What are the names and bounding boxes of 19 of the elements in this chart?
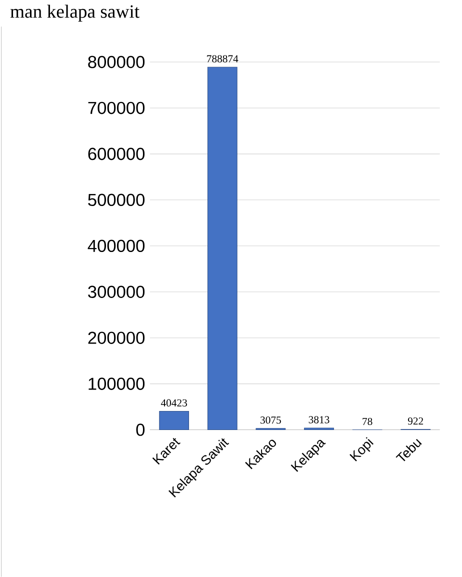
y-tick-label: 200000 (88, 332, 145, 344)
x-tick-label: Tebu (396, 438, 422, 462)
data-label: 3075 (260, 416, 282, 424)
y-tick-label: 800000 (88, 56, 145, 68)
bar (208, 66, 238, 430)
y-tick-label: 500000 (88, 194, 145, 206)
data-label: 3813 (308, 416, 330, 424)
y-tick-label: 300000 (88, 286, 145, 298)
chart-title: man kelapa sawit (10, 4, 140, 22)
bar (159, 410, 190, 430)
data-label: 78 (362, 418, 372, 426)
data-label: 788874 (207, 55, 238, 62)
y-tick-label: 700000 (88, 102, 145, 114)
y-tick-label: 0 (136, 424, 145, 436)
y-tick-label: 100000 (88, 378, 145, 390)
data-label: 922 (408, 417, 424, 425)
y-tick-label: 400000 (88, 240, 145, 252)
y-tick-label: 600000 (88, 148, 145, 160)
data-label: 40423 (161, 399, 188, 406)
